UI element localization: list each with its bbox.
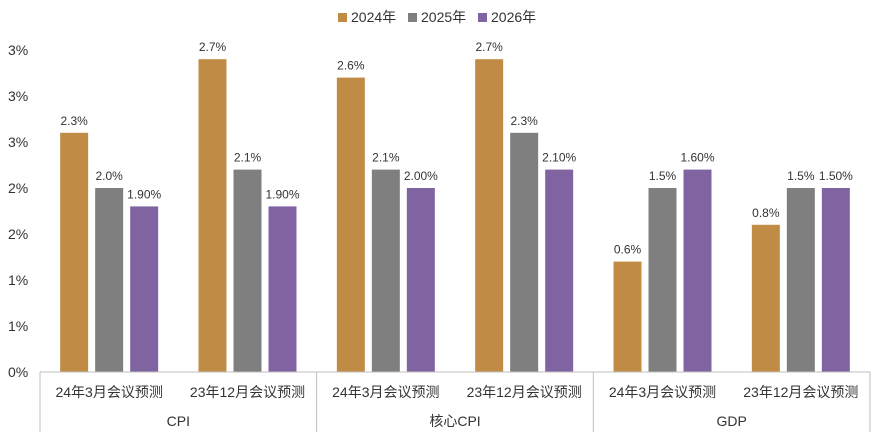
bar <box>648 188 677 372</box>
bar <box>371 169 400 372</box>
bar <box>475 59 504 372</box>
data-label: 1.90% <box>265 187 299 201</box>
x-group-label: 核心CPI <box>429 413 480 429</box>
bar <box>821 188 850 372</box>
y-tick-label: 2% <box>8 180 28 196</box>
data-label: 0.8% <box>752 206 780 220</box>
data-label: 2.1% <box>234 151 262 165</box>
bar <box>683 169 712 372</box>
y-axis: 0% 1% 1% 2% 2% 3% 3% 3% <box>8 42 28 380</box>
legend-swatch <box>338 13 347 22</box>
y-tick-label: 3% <box>8 88 28 104</box>
bar <box>336 77 365 372</box>
y-tick-label: 1% <box>8 318 28 334</box>
x-tick-label: 24年3月会议预测 <box>332 384 439 400</box>
data-label: 1.90% <box>127 187 161 201</box>
bar <box>60 132 89 372</box>
bars <box>60 59 850 372</box>
y-tick-label: 3% <box>8 134 28 150</box>
x-tick-label: 24年3月会议预测 <box>609 384 716 400</box>
bar <box>95 188 124 372</box>
data-label: 2.10% <box>542 151 576 165</box>
bar <box>130 206 159 372</box>
legend: 2024年 2025年 2026年 <box>338 9 536 25</box>
x-tick-label: 23年12月会议预测 <box>743 384 858 400</box>
legend-swatch <box>408 13 417 22</box>
data-label: 2.0% <box>95 169 123 183</box>
x-tick-label: 24年3月会议预测 <box>55 384 162 400</box>
legend-label: 2024年 <box>351 9 396 25</box>
bar <box>268 206 297 372</box>
data-label: 2.7% <box>475 40 503 54</box>
y-tick-label: 1% <box>8 272 28 288</box>
x-tick-label: 23年12月会议预测 <box>190 384 305 400</box>
legend-label: 2025年 <box>421 9 466 25</box>
data-label: 2.3% <box>510 114 538 128</box>
data-label: 1.60% <box>680 151 714 165</box>
x-group-label: GDP <box>716 413 746 429</box>
bar <box>198 59 227 372</box>
bar <box>613 261 642 372</box>
bar <box>406 188 435 372</box>
value-labels: 2.3% 2.0% 1.90% 2.7% 2.1% 1.90% 2.6% 2.1% 2.00% 2… <box>60 40 853 256</box>
data-label: 2.1% <box>372 151 400 165</box>
bar <box>751 224 780 372</box>
data-label: 1.5% <box>649 169 677 183</box>
data-label: 2.6% <box>337 59 365 73</box>
bar <box>786 188 815 372</box>
y-tick-label: 2% <box>8 226 28 242</box>
legend-label: 2026年 <box>491 9 536 25</box>
x-axis: 24年3月会议预测 23年12月会议预测 24年3月会议预测 23年12月会议预测 24… <box>39 371 871 432</box>
legend-swatch <box>478 13 487 22</box>
x-tick-label: 23年12月会议预测 <box>467 384 582 400</box>
data-label: 2.7% <box>199 40 227 54</box>
data-label: 2.3% <box>60 114 88 128</box>
data-label: 1.50% <box>819 169 853 183</box>
bar <box>510 132 539 372</box>
data-label: 1.5% <box>787 169 815 183</box>
y-tick-label: 3% <box>8 42 28 58</box>
x-group-label: CPI <box>167 413 190 429</box>
data-label: 2.00% <box>404 169 438 183</box>
data-label: 0.6% <box>614 243 642 257</box>
bar <box>233 169 262 372</box>
bar <box>545 169 574 372</box>
y-tick-label: 0% <box>8 364 28 380</box>
